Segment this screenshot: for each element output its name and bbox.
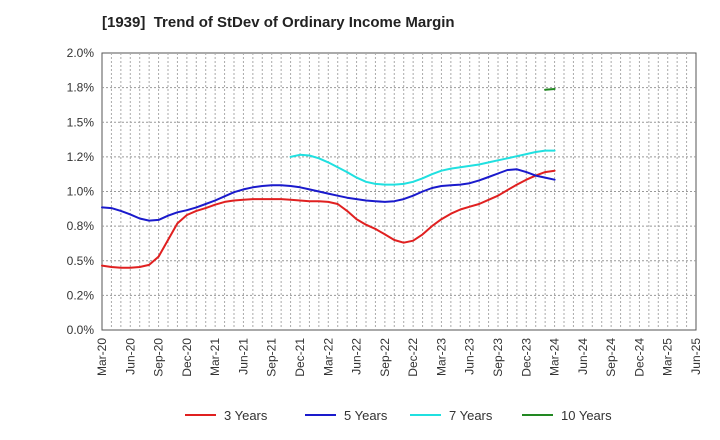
x-tick-label: Mar-20 (95, 338, 109, 376)
y-tick-label: 0.5% (67, 254, 95, 268)
x-tick-label: Dec-22 (406, 338, 420, 377)
y-tick-label: 1.0% (67, 185, 95, 199)
x-tick-label: Sep-22 (378, 338, 392, 377)
series-line-10-years (544, 88, 556, 91)
x-tick-label: Dec-21 (293, 338, 307, 377)
x-tick-label: Sep-23 (491, 338, 505, 377)
x-tick-label: Dec-24 (632, 338, 646, 377)
y-tick-label: 1.2% (67, 150, 95, 164)
series-line-5-years (101, 168, 556, 222)
x-tick-label: Mar-21 (208, 338, 222, 376)
x-tick-label: Mar-23 (434, 338, 448, 376)
y-tick-label: 1.8% (67, 81, 95, 95)
legend-label: 7 Years (449, 408, 493, 423)
x-tick-label: Jun-24 (576, 338, 590, 375)
y-tick-label: 0.8% (67, 219, 95, 233)
x-tick-label: Jun-20 (123, 338, 137, 375)
x-tick-label: Mar-22 (321, 338, 335, 376)
legend-label: 10 Years (561, 408, 612, 423)
x-tick-label: Jun-25 (689, 338, 703, 375)
chart-title: [1939] Trend of StDev of Ordinary Income… (102, 14, 455, 31)
y-tick-label: 1.5% (67, 115, 95, 129)
x-tick-label: Mar-24 (548, 338, 562, 376)
x-tick-label: Sep-20 (152, 338, 166, 377)
legend-label: 3 Years (224, 408, 268, 423)
y-tick-label: 0.2% (67, 288, 95, 302)
y-tick-label: 2.0% (67, 46, 95, 60)
x-tick-label: Jun-22 (350, 338, 364, 375)
y-tick-label: 0.0% (67, 323, 95, 337)
x-tick-label: Mar-25 (661, 338, 675, 376)
x-tick-label: Sep-21 (265, 338, 279, 377)
x-tick-label: Dec-20 (180, 338, 194, 377)
legend-label: 5 Years (344, 408, 388, 423)
x-tick-label: Jun-23 (463, 338, 477, 375)
x-tick-label: Sep-24 (604, 338, 618, 377)
series-line-3-years (101, 169, 556, 269)
x-tick-label: Jun-21 (236, 338, 250, 375)
series-line-7-years (289, 149, 556, 186)
x-tick-label: Dec-23 (519, 338, 533, 377)
